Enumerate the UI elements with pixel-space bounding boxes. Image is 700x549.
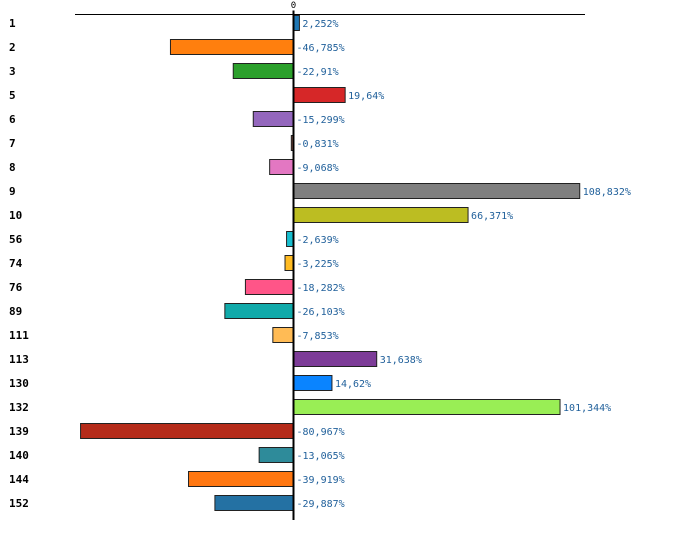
value-label: -26,103% bbox=[297, 307, 345, 318]
category-label: 2 bbox=[9, 41, 16, 54]
value-label: -3,225% bbox=[297, 259, 339, 270]
value-label: -29,887% bbox=[297, 499, 345, 510]
value-label: -13,065% bbox=[297, 451, 345, 462]
bar bbox=[244, 279, 294, 295]
category-label: 111 bbox=[9, 329, 29, 342]
bar bbox=[232, 63, 295, 79]
value-label: -9,068% bbox=[297, 163, 339, 174]
category-label: 8 bbox=[9, 161, 16, 174]
bar bbox=[284, 255, 294, 271]
category-label: 76 bbox=[9, 281, 23, 294]
category-label: 1 bbox=[9, 17, 16, 30]
bar bbox=[272, 327, 295, 343]
bar bbox=[286, 231, 294, 247]
bar bbox=[258, 447, 294, 463]
category-label: 3 bbox=[9, 65, 16, 78]
value-label: 19,64% bbox=[348, 91, 384, 102]
bar bbox=[188, 471, 294, 487]
category-label: 5 bbox=[9, 89, 16, 102]
category-label: 130 bbox=[9, 377, 29, 390]
bar bbox=[269, 159, 294, 175]
category-label: 144 bbox=[9, 473, 29, 486]
category-label: 139 bbox=[9, 425, 29, 438]
category-label: 6 bbox=[9, 113, 16, 126]
category-label: 10 bbox=[9, 209, 22, 222]
category-label: 74 bbox=[9, 257, 23, 270]
bars-group: 1 2,252% 2 -46,785% 3 -22,91% 5 19,64% 6 -15,299%… bbox=[9, 15, 631, 511]
value-label: -15,299% bbox=[297, 115, 345, 126]
value-label: -39,919% bbox=[297, 475, 345, 486]
bar bbox=[80, 423, 294, 439]
value-label: -22,91% bbox=[297, 67, 339, 78]
bar bbox=[293, 183, 581, 199]
category-label: 140 bbox=[9, 449, 29, 462]
bar bbox=[293, 351, 378, 367]
category-label: 9 bbox=[9, 185, 16, 198]
value-label: 108,832% bbox=[583, 187, 631, 198]
category-label: 56 bbox=[9, 233, 23, 246]
value-label: 2,252% bbox=[302, 19, 338, 30]
bar bbox=[252, 111, 294, 127]
value-label: -46,785% bbox=[297, 43, 345, 54]
bar bbox=[293, 399, 561, 415]
category-label: 152 bbox=[9, 497, 29, 510]
bar bbox=[214, 495, 294, 511]
value-label: -2,639% bbox=[297, 235, 339, 246]
category-label: 113 bbox=[9, 353, 29, 366]
value-label: 31,638% bbox=[380, 355, 422, 366]
value-label: 101,344% bbox=[563, 403, 611, 414]
value-label: 14,62% bbox=[335, 379, 371, 390]
bar bbox=[169, 39, 294, 55]
category-label: 89 bbox=[9, 305, 22, 318]
value-label: -18,282% bbox=[297, 283, 345, 294]
category-label: 7 bbox=[9, 137, 16, 150]
category-label: 132 bbox=[9, 401, 29, 414]
value-label: -80,967% bbox=[297, 427, 345, 438]
zero-tick-label: 0 bbox=[291, 1, 296, 11]
value-label: -0,831% bbox=[297, 139, 339, 150]
bar bbox=[293, 87, 346, 103]
bar bbox=[224, 303, 294, 319]
bar bbox=[293, 375, 333, 391]
value-label: -7,853% bbox=[297, 331, 339, 342]
value-label: 66,371% bbox=[471, 211, 513, 222]
bar bbox=[293, 207, 469, 223]
